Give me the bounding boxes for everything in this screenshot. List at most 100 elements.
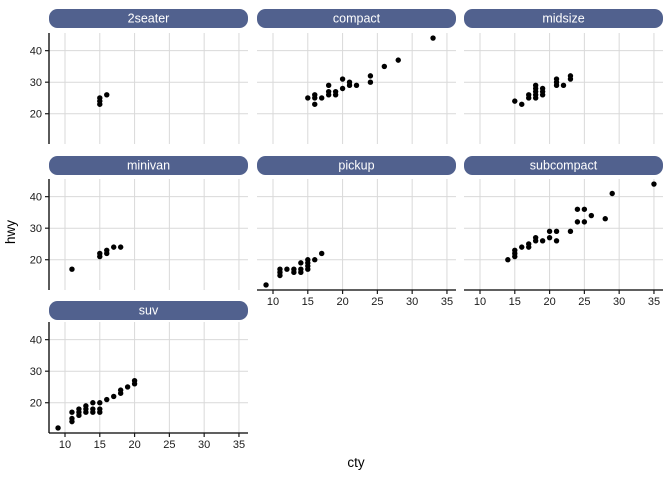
data-point [117, 244, 124, 250]
data-point [319, 250, 325, 257]
facet-strip-label: subcompact [530, 159, 598, 173]
facet-strip-label: midsize [542, 12, 584, 26]
facet-strip [464, 9, 663, 28]
data-point [553, 76, 560, 82]
data-point [560, 82, 567, 89]
data-point [532, 82, 539, 89]
facet-midsize: midsize [464, 9, 663, 144]
x-tick-label: 20 [543, 296, 555, 308]
data-point [332, 88, 339, 95]
data-point [305, 257, 311, 263]
x-tick-label: 35 [648, 296, 660, 308]
facet-strip-label: 2seater [128, 12, 170, 26]
data-point [90, 400, 96, 406]
facet-strip [257, 9, 456, 28]
data-point [319, 95, 325, 101]
x-tick-label: 20 [336, 296, 348, 308]
facet-compact: compact [257, 9, 456, 144]
data-point [298, 266, 304, 272]
data-point [505, 257, 511, 263]
x-tick-label: 10 [267, 296, 279, 308]
facet-strip [257, 156, 456, 175]
facet-strip [49, 9, 248, 28]
data-point [546, 228, 553, 235]
facet-strip [464, 156, 663, 175]
data-point [512, 98, 518, 104]
x-tick-label: 30 [198, 439, 210, 451]
y-tick-label: 40 [30, 192, 42, 204]
data-point [539, 85, 546, 92]
x-tick-label: 15 [509, 296, 521, 308]
data-point [325, 88, 332, 95]
data-point [104, 396, 110, 403]
data-point [581, 219, 588, 225]
facet-subcompact: subcompact 10 15 20 25 30 35 [464, 156, 663, 308]
data-point [367, 73, 374, 79]
data-point [526, 92, 532, 98]
data-point [602, 216, 608, 222]
data-point [55, 425, 61, 431]
data-point [532, 234, 539, 241]
y-tick-label: 20 [30, 398, 42, 410]
data-point [69, 409, 75, 415]
data-point [83, 403, 89, 409]
data-point [312, 101, 318, 107]
facet-suv: suv 20 30 40 10 15 20 25 30 35 [30, 301, 248, 451]
data-point [574, 219, 581, 225]
data-point [111, 393, 117, 400]
data-point [263, 282, 269, 288]
y-tick-label: 30 [30, 223, 42, 235]
facet-minivan: minivan 20 30 40 [30, 156, 248, 290]
data-point [277, 266, 283, 272]
data-point [305, 95, 311, 101]
facet-2seater: 2seater 20 30 40 [30, 9, 248, 144]
x-axis-title: cty [347, 455, 365, 470]
x-tick-label: 25 [371, 296, 383, 308]
data-point [381, 63, 388, 70]
data-point [284, 266, 290, 272]
y-tick-label: 30 [30, 366, 42, 378]
data-point [512, 247, 518, 253]
y-tick-label: 20 [30, 109, 42, 121]
data-point [312, 257, 318, 263]
data-point [567, 73, 574, 79]
data-point [104, 247, 110, 253]
data-point [546, 234, 553, 241]
facet-strip-label: pickup [338, 159, 374, 173]
x-tick-label: 15 [94, 439, 106, 451]
data-point [90, 406, 96, 412]
data-point [69, 415, 75, 422]
data-point [430, 35, 436, 41]
facet-strip-label: compact [333, 12, 381, 26]
data-point [395, 57, 401, 63]
data-point [353, 82, 360, 89]
data-point [76, 406, 82, 412]
data-point [539, 238, 546, 244]
data-point [526, 241, 532, 247]
y-axis-title: hwy [3, 220, 18, 244]
data-point [124, 384, 131, 390]
x-tick-label: 10 [59, 439, 71, 451]
data-point [104, 92, 110, 98]
x-tick-label: 25 [578, 296, 590, 308]
data-point [117, 387, 124, 393]
data-point [97, 250, 103, 257]
data-point [581, 206, 588, 212]
y-tick-label: 40 [30, 335, 42, 347]
data-point [111, 244, 117, 250]
facet-strip [49, 301, 248, 320]
data-point [339, 76, 346, 82]
data-point [312, 92, 318, 98]
data-point [131, 377, 138, 384]
y-tick-label: 20 [30, 255, 42, 267]
data-point [553, 238, 560, 244]
data-point [567, 228, 574, 235]
x-tick-label: 15 [302, 296, 314, 308]
data-point [519, 101, 525, 107]
data-point [291, 266, 297, 272]
data-point [97, 400, 103, 406]
data-point [325, 82, 332, 89]
